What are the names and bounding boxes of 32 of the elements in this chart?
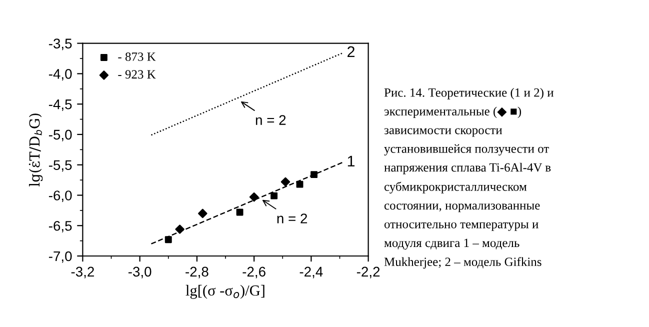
y-axis-title: lg(ε̇T/D$_{b}$G) <box>28 114 43 186</box>
point <box>175 224 184 234</box>
y-tick-label: -6,0 <box>48 190 72 202</box>
y-tick-label: -6,5 <box>48 220 72 232</box>
x-tick-label: -2,4 <box>300 266 323 278</box>
legend-label: - 923 K <box>118 70 156 79</box>
annotation: n = 2 <box>256 115 286 125</box>
point <box>296 180 304 188</box>
annotation: 1 <box>348 156 355 166</box>
x-tick-label: -2,6 <box>242 266 266 278</box>
point <box>164 236 172 244</box>
y-tick-label: -5,5 <box>48 160 72 172</box>
point <box>198 208 208 218</box>
point <box>236 208 244 216</box>
annotation: n = 2 <box>277 214 308 224</box>
y-tick-label: -4,0 <box>48 69 72 80</box>
point <box>249 192 259 202</box>
x-tick-label: -3,2 <box>71 266 94 278</box>
legend-label: - 873 K <box>118 52 156 61</box>
point <box>310 171 318 178</box>
y-tick-label: -7,0 <box>48 251 72 263</box>
x-tick-label: -2,2 <box>356 266 380 278</box>
x-axis-title: lg[(σ -σ$_{o}$)/G] <box>186 284 264 299</box>
point <box>270 192 278 200</box>
text: Рис. 14. Теоретические (1 и 2) и экспериментальные (◆ ■) зависимости скорости установившейся ползучести от напряжения сплава Ti-6Al-4V в субмикрокристаллическом состоянии, нормализованные относительно температуры и модуля сдвига 1 – модель Mukherjee; 2 – модель Gifkins <box>384 88 554 269</box>
y-tick-label: -4,5 <box>48 100 72 111</box>
annotation: 2 <box>348 46 354 57</box>
y-tick-label: -3,5 <box>48 38 72 50</box>
x-tick-label: -3,0 <box>128 266 152 278</box>
x-tick-label: -2,8 <box>186 266 208 278</box>
y-tick-label: -5,0 <box>48 130 72 142</box>
point <box>280 177 290 186</box>
